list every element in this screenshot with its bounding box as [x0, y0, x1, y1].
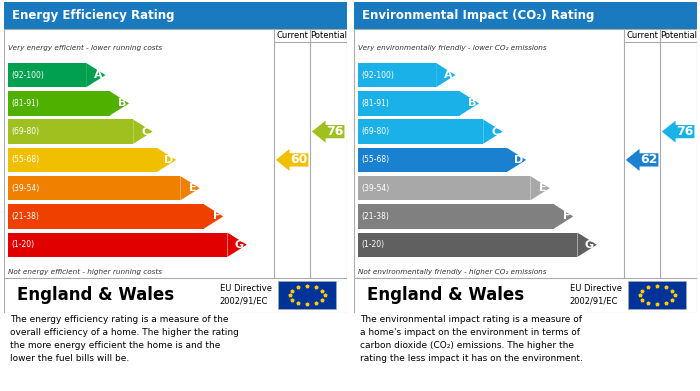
Text: England & Wales: England & Wales [18, 286, 174, 304]
Text: (1-20): (1-20) [362, 240, 385, 249]
Text: Not energy efficient - higher running costs: Not energy efficient - higher running co… [8, 269, 162, 275]
Text: (1-20): (1-20) [12, 240, 35, 249]
Text: (39-54): (39-54) [12, 184, 40, 193]
Bar [358, 120, 483, 144]
Text: Very energy efficient - lower running costs: Very energy efficient - lower running co… [8, 45, 162, 51]
Polygon shape [110, 91, 129, 115]
Text: Environmental Impact (CO₂) Rating: Environmental Impact (CO₂) Rating [362, 9, 594, 22]
Text: The environmental impact rating is a measure of
a home's impact on the environme: The environmental impact rating is a mea… [360, 315, 583, 362]
Bar [8, 148, 157, 172]
Bar [8, 120, 133, 144]
Text: E: E [539, 183, 547, 193]
Text: (55-68): (55-68) [12, 155, 40, 164]
Text: C: C [141, 127, 150, 136]
Text: (55-68): (55-68) [362, 155, 390, 164]
Polygon shape [133, 120, 153, 144]
Text: 76: 76 [326, 125, 344, 138]
Text: B: B [468, 99, 476, 108]
Bar [358, 63, 436, 87]
Text: EU Directive
2002/91/EC: EU Directive 2002/91/EC [220, 285, 272, 306]
Text: G: G [585, 240, 594, 250]
Polygon shape [228, 233, 247, 257]
Text: (69-80): (69-80) [362, 127, 390, 136]
Bar [358, 233, 578, 257]
Text: (21-38): (21-38) [12, 212, 40, 221]
Text: (69-80): (69-80) [12, 127, 40, 136]
Polygon shape [578, 233, 597, 257]
Polygon shape [507, 148, 526, 172]
Polygon shape [312, 120, 344, 143]
Polygon shape [531, 176, 550, 200]
Bar [278, 281, 336, 309]
Text: Energy Efficiency Rating: Energy Efficiency Rating [12, 9, 174, 22]
Bar [358, 204, 554, 229]
Polygon shape [662, 120, 694, 143]
Text: G: G [235, 240, 244, 250]
Polygon shape [276, 149, 309, 171]
Bar [358, 91, 460, 115]
Bar [8, 233, 228, 257]
Text: (81-91): (81-91) [362, 99, 390, 108]
Text: A: A [94, 70, 103, 80]
Polygon shape [86, 63, 106, 87]
Text: (92-100): (92-100) [12, 71, 45, 80]
Text: E: E [189, 183, 197, 193]
Text: Current: Current [276, 31, 309, 40]
Text: B: B [118, 99, 126, 108]
Text: (92-100): (92-100) [362, 71, 395, 80]
Text: England & Wales: England & Wales [368, 286, 524, 304]
Text: 76: 76 [676, 125, 694, 138]
Text: D: D [514, 155, 524, 165]
Bar [358, 148, 507, 172]
Bar [628, 281, 686, 309]
Polygon shape [626, 149, 659, 171]
Bar [8, 91, 110, 115]
Text: The energy efficiency rating is a measure of the
overall efficiency of a home. T: The energy efficiency rating is a measur… [10, 315, 239, 362]
Polygon shape [460, 91, 479, 115]
Text: D: D [164, 155, 174, 165]
Bar [8, 204, 204, 229]
Text: F: F [213, 212, 220, 221]
Text: (39-54): (39-54) [362, 184, 390, 193]
Bar [354, 2, 696, 29]
Text: EU Directive
2002/91/EC: EU Directive 2002/91/EC [570, 285, 622, 306]
Bar [358, 176, 531, 200]
Bar [4, 2, 346, 29]
Text: F: F [563, 212, 570, 221]
Polygon shape [181, 176, 199, 200]
Text: C: C [491, 127, 500, 136]
Bar [8, 63, 86, 87]
Bar [8, 176, 181, 200]
Text: 60: 60 [290, 153, 308, 167]
Text: (81-91): (81-91) [12, 99, 40, 108]
Text: Very environmentally friendly - lower CO₂ emissions: Very environmentally friendly - lower CO… [358, 45, 546, 51]
Polygon shape [483, 120, 503, 144]
Text: Current: Current [626, 31, 659, 40]
Text: (21-38): (21-38) [362, 212, 390, 221]
Text: Potential: Potential [310, 31, 347, 40]
Text: Potential: Potential [660, 31, 697, 40]
Polygon shape [554, 204, 573, 229]
Polygon shape [436, 63, 456, 87]
Text: Not environmentally friendly - higher CO₂ emissions: Not environmentally friendly - higher CO… [358, 269, 546, 275]
Text: A: A [444, 70, 453, 80]
Text: 62: 62 [640, 153, 658, 167]
Polygon shape [157, 148, 176, 172]
Polygon shape [204, 204, 223, 229]
